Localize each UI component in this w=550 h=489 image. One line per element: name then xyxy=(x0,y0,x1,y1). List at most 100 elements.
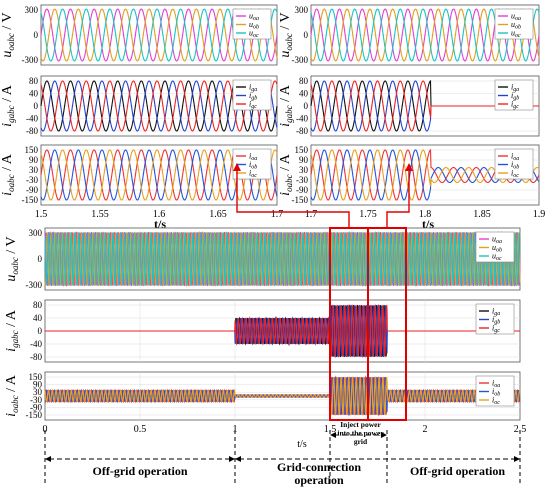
arrowhead xyxy=(229,456,235,462)
legend-label: igc xyxy=(249,100,257,111)
legend-label: uoc xyxy=(492,252,502,263)
y-tick-label: 0 xyxy=(304,30,309,40)
connector-line xyxy=(236,168,350,228)
x-tick-label: 1.7 xyxy=(271,209,284,220)
y-tick-label: -40 xyxy=(26,114,38,124)
y-tick-label: -300 xyxy=(22,55,39,65)
y-tick-label: 150 xyxy=(29,372,43,382)
y-tick-label: 300 xyxy=(29,228,43,238)
y-tick-label: 30 xyxy=(299,165,309,175)
connector-line xyxy=(386,168,410,228)
legend-box xyxy=(232,8,272,40)
x-tick-label: 1.9 xyxy=(533,209,546,220)
legend-label: uoa xyxy=(492,235,502,246)
legend-label: uoa xyxy=(249,12,259,23)
y-tick-label: -150 xyxy=(292,195,309,205)
x-tick-label: 1.8 xyxy=(419,209,432,220)
arrowhead xyxy=(381,432,387,438)
x-tick-label: 0 xyxy=(43,424,48,435)
y-tick-label: -80 xyxy=(26,126,38,136)
y-tick-label: -40 xyxy=(30,339,42,349)
y-tick-label: -40 xyxy=(296,114,308,124)
legend-label: ioa xyxy=(511,152,519,163)
legend-label: ioa xyxy=(249,152,257,163)
y-tick-label: 0 xyxy=(38,254,43,264)
arrowhead xyxy=(45,456,51,462)
y-tick-label: -90 xyxy=(26,185,38,195)
phase-label: Grid-connection xyxy=(277,460,361,474)
y-tick-label: 300 xyxy=(295,5,309,15)
y-tick-label: 0 xyxy=(304,101,309,111)
y-tick-label: -80 xyxy=(296,126,308,136)
x-tick-label: 1 xyxy=(233,424,238,435)
legend-label: uoc xyxy=(511,29,521,40)
y-tick-label: 40 xyxy=(29,89,39,99)
y-tick-label: 300 xyxy=(25,5,39,15)
x-tick-label: 1.6 xyxy=(153,209,166,220)
legend-label: ioc xyxy=(249,169,257,180)
x-tick-label: 1.85 xyxy=(473,209,491,220)
y-tick-label: 0 xyxy=(34,30,39,40)
series-line xyxy=(44,230,521,288)
x-tick-label: 1.7 xyxy=(305,209,318,220)
y-tick-label: -90 xyxy=(296,185,308,195)
legend-label: iob xyxy=(492,387,500,398)
y-tick-label: 90 xyxy=(299,155,309,165)
y-axis-label: uoabc / V xyxy=(278,12,294,57)
inject-label: into the power xyxy=(337,429,384,438)
y-tick-label: 150 xyxy=(25,145,39,155)
arrowhead xyxy=(514,456,520,462)
series-line xyxy=(44,230,521,288)
x-tick-label: 0.5 xyxy=(134,424,147,435)
series-line xyxy=(44,376,521,417)
legend-label: ioc xyxy=(511,169,519,180)
series-line xyxy=(40,8,278,62)
series-line xyxy=(44,230,521,288)
y-tick-label: 0 xyxy=(34,101,39,111)
x-tick-label: 2.5 xyxy=(514,424,527,435)
y-tick-label: 0 xyxy=(38,326,43,336)
y-axis-label: uoabc / V xyxy=(0,12,16,57)
connector-arrowhead xyxy=(405,163,413,171)
y-axis-label: igabc / A xyxy=(0,84,16,127)
legend-label: uoa xyxy=(511,12,521,23)
y-tick-label: 80 xyxy=(29,76,39,86)
legend-label: iga xyxy=(511,83,519,94)
x-tick-label: 1.75 xyxy=(359,209,377,220)
y-tick-label: 90 xyxy=(29,155,39,165)
legend-label: iga xyxy=(249,83,257,94)
y-tick-label: 80 xyxy=(33,300,43,310)
legend-label: iob xyxy=(511,160,519,171)
y-tick-label: 90 xyxy=(33,380,43,390)
y-tick-label: -300 xyxy=(26,280,43,290)
inject-label: grid xyxy=(354,437,368,446)
series-line xyxy=(44,375,521,417)
x-tick-label: 1.65 xyxy=(209,209,227,220)
y-tick-label: 80 xyxy=(299,76,309,86)
legend-label: igc xyxy=(492,324,500,335)
legend-label: igc xyxy=(511,100,519,111)
y-tick-label: -150 xyxy=(26,410,43,420)
legend-label: uob xyxy=(249,20,259,31)
y-axis-label: igabc / A xyxy=(4,309,20,352)
phase-label: operation xyxy=(294,473,344,487)
y-tick-label: -90 xyxy=(30,402,42,412)
arrowhead xyxy=(235,456,241,462)
y-tick-label: -30 xyxy=(30,395,42,405)
legend-label: iga xyxy=(492,307,500,318)
y-tick-label: -30 xyxy=(296,175,308,185)
legend-label: uob xyxy=(492,243,502,254)
connector-arrows xyxy=(233,163,413,228)
y-tick-label: -150 xyxy=(22,195,39,205)
y-axis-label: igabc / A xyxy=(278,84,294,127)
